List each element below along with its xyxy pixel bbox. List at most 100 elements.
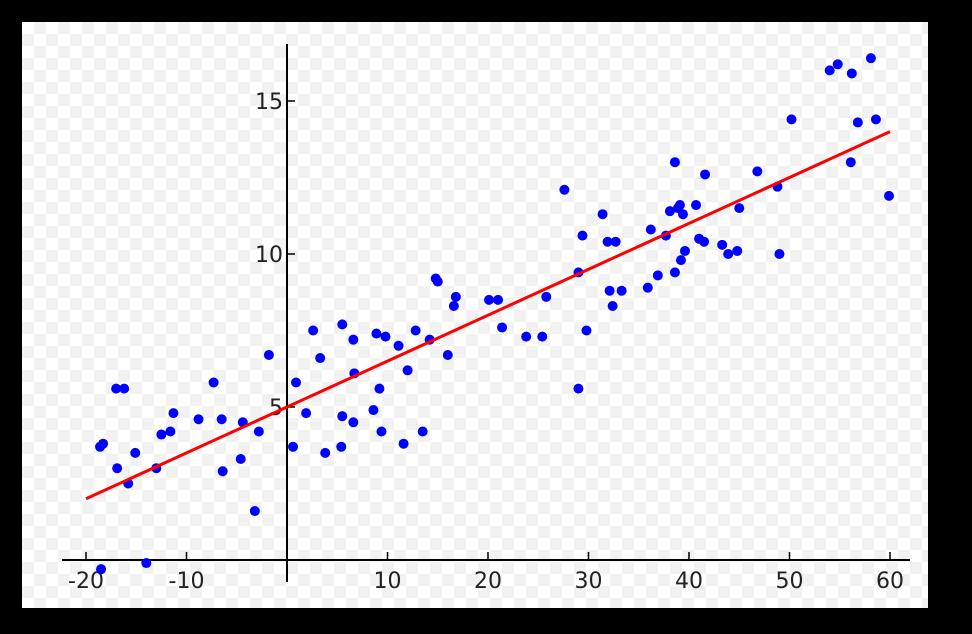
data-point <box>732 245 743 256</box>
data-point <box>249 506 260 517</box>
data-point <box>674 200 685 211</box>
data-point <box>664 206 675 217</box>
x-tick-label: 30 <box>575 569 603 594</box>
data-point <box>253 426 264 437</box>
y-tick-label: 10 <box>255 243 283 268</box>
data-point <box>337 411 348 422</box>
data-point <box>119 383 130 394</box>
scatter-points <box>95 53 894 575</box>
data-point <box>348 417 359 428</box>
x-tick-label: 40 <box>675 569 703 594</box>
data-point <box>537 331 548 342</box>
data-point <box>752 166 763 177</box>
x-tick-label: 20 <box>474 569 502 594</box>
data-point <box>824 65 835 76</box>
regression-lines <box>85 130 891 501</box>
data-point <box>348 334 359 345</box>
data-point <box>883 190 894 201</box>
data-point <box>193 414 204 425</box>
data-point <box>616 285 627 296</box>
data-point <box>168 408 179 419</box>
data-point <box>723 249 734 259</box>
data-point <box>448 301 459 312</box>
data-point <box>541 291 552 302</box>
data-point <box>669 157 680 168</box>
data-point <box>111 383 122 394</box>
data-point <box>380 331 391 342</box>
data-point <box>865 53 876 64</box>
y-tick-label: 15 <box>255 90 283 115</box>
x-tick-label: 50 <box>776 569 804 594</box>
regression-line <box>85 130 891 501</box>
data-point <box>402 365 413 376</box>
data-point <box>734 203 745 214</box>
data-point <box>368 405 379 416</box>
data-point <box>263 349 274 360</box>
data-point <box>852 117 863 128</box>
data-point <box>832 59 843 70</box>
data-point <box>679 245 690 256</box>
data-point <box>645 224 656 235</box>
data-point <box>217 466 228 477</box>
x-tick-label: 60 <box>876 569 904 594</box>
data-point <box>699 236 710 247</box>
data-point <box>216 414 227 425</box>
data-point <box>581 325 592 336</box>
data-point <box>450 291 461 302</box>
data-point <box>141 558 152 569</box>
data-point <box>301 408 312 419</box>
data-point <box>442 349 453 360</box>
data-point <box>597 209 608 220</box>
data-point <box>700 169 711 180</box>
data-point <box>642 282 653 293</box>
data-point <box>675 255 686 266</box>
x-tick-label: 10 <box>374 569 402 594</box>
data-point <box>846 68 857 79</box>
data-point <box>717 239 728 250</box>
data-point <box>165 426 176 437</box>
data-point <box>320 447 331 458</box>
data-point <box>691 200 702 211</box>
data-point <box>376 426 387 437</box>
data-point <box>677 209 688 220</box>
data-point <box>371 328 382 339</box>
data-point <box>521 331 532 342</box>
data-point <box>604 285 615 296</box>
data-point <box>602 236 613 247</box>
data-point <box>112 463 123 474</box>
data-point <box>288 441 299 452</box>
x-tick-label: -10 <box>169 569 205 594</box>
data-point <box>493 294 504 305</box>
data-point <box>870 114 881 125</box>
data-point <box>786 114 797 125</box>
data-point <box>573 383 584 394</box>
chart-background <box>22 22 928 608</box>
axes <box>62 44 910 582</box>
data-point <box>417 426 428 437</box>
data-point <box>98 438 109 449</box>
data-point <box>156 429 167 440</box>
data-point <box>484 294 495 305</box>
data-point <box>610 236 621 247</box>
data-point <box>652 270 663 281</box>
x-tick-label: -20 <box>68 569 104 594</box>
data-point <box>497 322 508 333</box>
data-point <box>96 564 107 575</box>
data-point <box>291 377 302 388</box>
data-point <box>607 301 618 312</box>
data-point <box>337 319 348 330</box>
data-point <box>410 325 421 336</box>
data-point <box>336 441 347 452</box>
data-point <box>308 325 319 336</box>
data-point <box>669 267 680 278</box>
data-point <box>774 249 785 259</box>
data-point <box>432 276 443 287</box>
data-point <box>577 230 588 241</box>
data-point <box>398 438 409 449</box>
data-point <box>130 447 141 458</box>
data-point <box>845 157 856 168</box>
data-point <box>374 383 385 394</box>
data-point <box>393 340 404 351</box>
